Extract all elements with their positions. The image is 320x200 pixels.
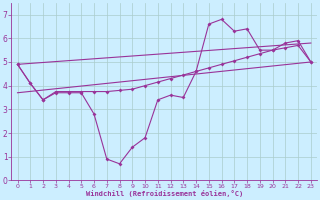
X-axis label: Windchill (Refroidissement éolien,°C): Windchill (Refroidissement éolien,°C) xyxy=(85,190,243,197)
